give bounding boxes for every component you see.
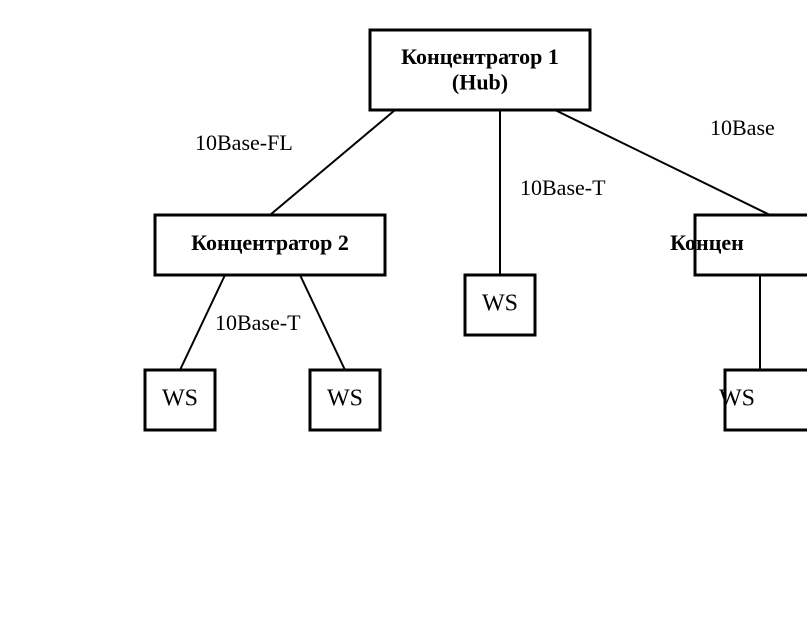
node-hub1: Концентратор 1(Hub)	[370, 30, 590, 110]
node-ws_center: WS	[465, 275, 535, 335]
network-diagram: Концентратор 1(Hub) Концентратор 2 Концен W…	[0, 0, 807, 625]
node-label-hub2-line0: Концентратор 2	[191, 230, 349, 255]
edge-hub1-hub2	[270, 110, 395, 215]
node-ws_left2: WS	[310, 370, 380, 430]
node-ws_left1: WS	[145, 370, 215, 430]
edge-label-2: 10Base	[710, 115, 775, 140]
node-label-ws_left2-line0: WS	[327, 386, 363, 412]
node-label-ws_right-line0: WS	[719, 386, 755, 412]
node-hub3: Концен	[670, 215, 807, 275]
node-label-hub1-line0: Концентратор 1	[401, 44, 559, 69]
node-hub2: Концентратор 2	[155, 215, 385, 275]
node-label-hub3-line0: Концен	[670, 230, 744, 255]
node-label-ws_left1-line0: WS	[162, 386, 198, 412]
edge-label-0: 10Base-FL	[195, 130, 293, 155]
edge-label-3: 10Base-T	[215, 310, 301, 335]
edge-label-1: 10Base-T	[520, 175, 606, 200]
nodes-layer: Концентратор 1(Hub) Концентратор 2 Концен W…	[145, 30, 807, 430]
edge-hub2-ws_left2	[300, 275, 345, 370]
node-label-hub1-line1: (Hub)	[452, 69, 508, 94]
node-label-ws_center-line0: WS	[482, 291, 518, 317]
node-ws_right: WS	[719, 370, 807, 430]
